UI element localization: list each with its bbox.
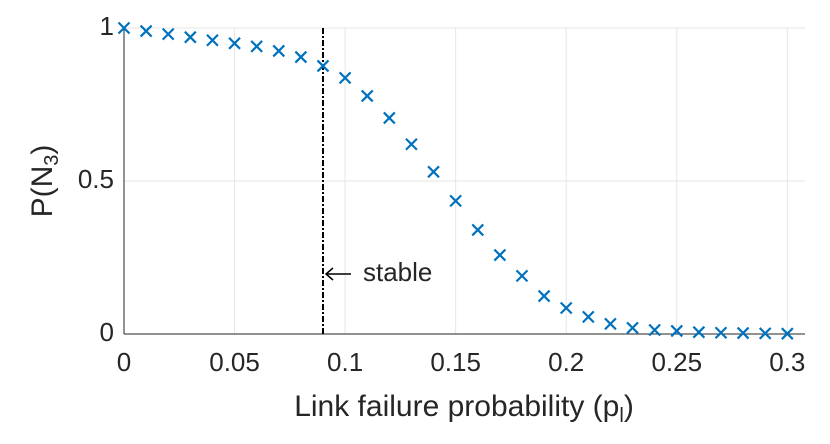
marker: [161, 27, 175, 41]
y-label-tail: ): [26, 145, 59, 155]
marker: [714, 326, 728, 340]
y-label-sub: 3: [41, 155, 63, 166]
x-axis-label: Link failure probability (pl): [294, 390, 634, 427]
marker: [338, 71, 352, 85]
x-tick-label: 0: [117, 347, 131, 377]
marker: [515, 269, 529, 283]
marker: [736, 326, 750, 340]
x-tick-label: 0.25: [651, 347, 702, 377]
marker: [449, 194, 462, 208]
y-label-main: P(N: [26, 166, 59, 218]
marker: [383, 111, 396, 125]
marker: [139, 24, 153, 38]
marker: [692, 325, 706, 339]
x-tick-label: 0.15: [430, 347, 481, 377]
x-tick-label: 0.2: [548, 347, 584, 377]
x-tick-label: 0.05: [209, 347, 260, 377]
x-label-main: Link failure probability (p: [294, 390, 619, 423]
marker: [648, 323, 661, 337]
marker: [781, 327, 794, 340]
marker: [670, 324, 684, 338]
annotation-arrow: [324, 267, 351, 281]
marker: [206, 33, 219, 47]
x-label-sub: l: [619, 405, 623, 427]
y-tick-label: 0: [100, 317, 114, 347]
marker: [250, 40, 263, 53]
marker: [471, 223, 485, 237]
y-tick-label: 0.5: [78, 164, 114, 194]
marker: [272, 44, 286, 58]
x-tick-label: 0.3: [769, 347, 805, 377]
marker: [360, 89, 374, 103]
marker: [405, 138, 418, 151]
marker: [117, 21, 131, 35]
marker: [559, 301, 573, 315]
marker: [316, 59, 330, 73]
marker: [582, 310, 595, 324]
marker: [493, 248, 507, 262]
marker: [184, 30, 197, 44]
marker: [228, 37, 241, 50]
marker: [626, 321, 639, 335]
y-tick-label: 1: [100, 11, 114, 41]
x-label-tail: ): [624, 390, 634, 423]
marker: [427, 165, 440, 179]
x-tick-label: 0.1: [327, 347, 363, 377]
marker: [537, 289, 551, 303]
y-axis-label: P(N3): [26, 145, 63, 218]
annotation: stable: [363, 257, 432, 287]
marker: [604, 317, 617, 331]
marker: [758, 327, 772, 340]
marker: [294, 50, 308, 64]
